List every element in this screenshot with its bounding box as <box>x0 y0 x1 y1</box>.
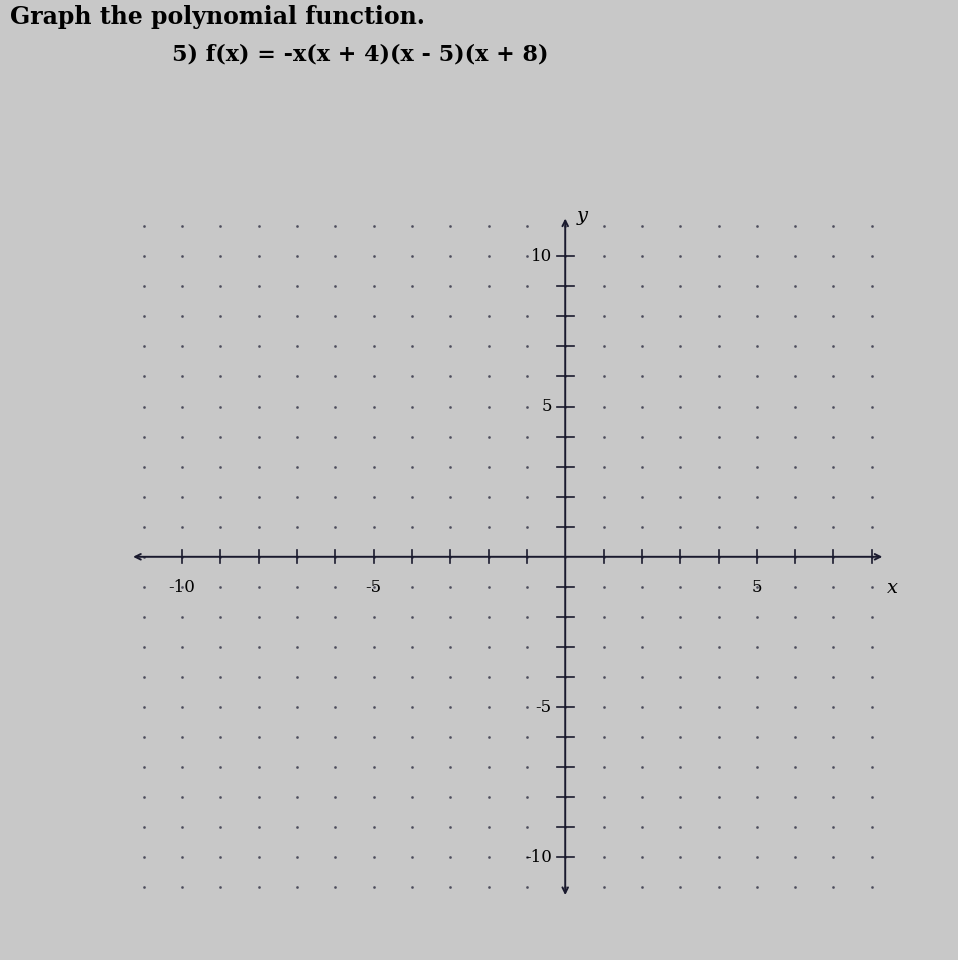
Text: -5: -5 <box>366 579 381 596</box>
Text: y: y <box>577 206 587 225</box>
Text: -10: -10 <box>169 579 195 596</box>
Text: Graph the polynomial function.: Graph the polynomial function. <box>10 5 424 29</box>
Text: -5: -5 <box>536 699 552 715</box>
Text: 5: 5 <box>541 398 552 415</box>
Text: 5: 5 <box>752 579 762 596</box>
Text: x: x <box>887 579 898 597</box>
Text: 5) f(x) = -x(x + 4)(x - 5)(x + 8): 5) f(x) = -x(x + 4)(x - 5)(x + 8) <box>172 43 549 65</box>
Text: -10: -10 <box>525 849 552 866</box>
Text: 10: 10 <box>531 248 552 265</box>
